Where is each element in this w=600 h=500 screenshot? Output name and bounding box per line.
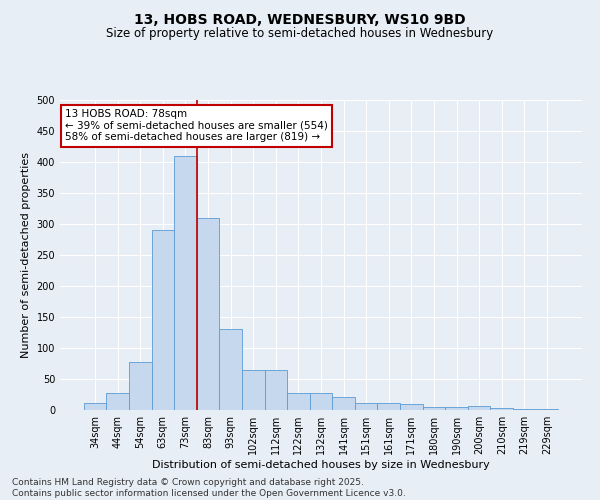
Bar xyxy=(400,404,422,410)
Text: Size of property relative to semi-detached houses in Wednesbury: Size of property relative to semi-detach… xyxy=(106,28,494,40)
Bar xyxy=(490,408,513,410)
Bar xyxy=(287,392,310,410)
Bar xyxy=(310,392,332,410)
Bar xyxy=(106,394,129,410)
Bar xyxy=(197,218,220,410)
Bar xyxy=(468,406,490,410)
Bar xyxy=(377,402,400,410)
Bar xyxy=(84,402,106,410)
X-axis label: Distribution of semi-detached houses by size in Wednesbury: Distribution of semi-detached houses by … xyxy=(152,460,490,470)
Bar xyxy=(445,407,468,410)
Bar xyxy=(220,330,242,410)
Bar xyxy=(355,402,377,410)
Bar xyxy=(265,370,287,410)
Bar xyxy=(242,370,265,410)
Bar xyxy=(152,230,174,410)
Bar xyxy=(174,156,197,410)
Text: 13 HOBS ROAD: 78sqm
← 39% of semi-detached houses are smaller (554)
58% of semi-: 13 HOBS ROAD: 78sqm ← 39% of semi-detach… xyxy=(65,110,328,142)
Text: 13, HOBS ROAD, WEDNESBURY, WS10 9BD: 13, HOBS ROAD, WEDNESBURY, WS10 9BD xyxy=(134,12,466,26)
Bar xyxy=(129,362,152,410)
Bar xyxy=(422,407,445,410)
Text: Contains HM Land Registry data © Crown copyright and database right 2025.
Contai: Contains HM Land Registry data © Crown c… xyxy=(12,478,406,498)
Bar xyxy=(332,397,355,410)
Y-axis label: Number of semi-detached properties: Number of semi-detached properties xyxy=(21,152,31,358)
